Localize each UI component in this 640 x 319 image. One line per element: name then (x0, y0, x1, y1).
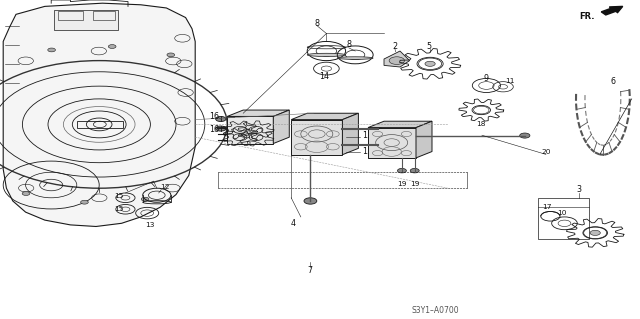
Text: 17: 17 (543, 204, 552, 210)
Text: 14: 14 (319, 72, 330, 81)
Text: 10: 10 (557, 210, 566, 216)
Text: 11: 11 (506, 78, 515, 84)
Text: 9: 9 (484, 74, 489, 83)
Polygon shape (368, 128, 416, 158)
Text: 8: 8 (346, 40, 351, 49)
Text: 7: 7 (307, 266, 312, 275)
Text: 3: 3 (577, 185, 582, 194)
Text: 18: 18 (477, 122, 486, 127)
Text: 4: 4 (291, 219, 296, 228)
Circle shape (373, 127, 382, 131)
Circle shape (167, 53, 175, 57)
Text: 16: 16 (209, 125, 220, 134)
Text: 2: 2 (392, 42, 397, 51)
Bar (77, 121, 123, 128)
Text: S3Y1–A0700: S3Y1–A0700 (412, 306, 459, 315)
Circle shape (216, 126, 226, 131)
Polygon shape (384, 51, 410, 67)
Text: 1: 1 (362, 147, 367, 156)
Polygon shape (368, 121, 432, 128)
Text: 19: 19 (410, 182, 419, 187)
Polygon shape (3, 3, 195, 226)
Text: 20: 20 (541, 149, 550, 155)
Text: 12: 12 (160, 184, 169, 190)
Polygon shape (227, 116, 273, 144)
Polygon shape (416, 121, 432, 158)
Circle shape (48, 48, 56, 52)
Polygon shape (342, 113, 358, 155)
Text: 16: 16 (209, 112, 220, 121)
Text: 8: 8 (314, 19, 319, 28)
Text: 15: 15 (114, 193, 123, 199)
Circle shape (389, 57, 404, 64)
Circle shape (425, 61, 435, 66)
Text: FR.: FR. (580, 12, 595, 21)
Bar (54, 10, 118, 30)
Ellipse shape (307, 53, 346, 56)
Ellipse shape (337, 57, 373, 59)
Circle shape (108, 45, 116, 48)
Text: 6: 6 (611, 77, 616, 86)
Circle shape (216, 116, 226, 122)
Polygon shape (291, 113, 358, 120)
Circle shape (22, 192, 30, 196)
Circle shape (81, 200, 88, 204)
FancyArrow shape (601, 6, 623, 15)
Polygon shape (227, 110, 289, 116)
Polygon shape (291, 120, 342, 155)
Circle shape (141, 197, 149, 201)
Circle shape (373, 143, 382, 147)
Text: 1: 1 (362, 131, 367, 140)
Text: 13: 13 (145, 222, 154, 228)
Circle shape (397, 168, 406, 173)
Bar (58, 11, 83, 20)
Polygon shape (273, 110, 289, 144)
Circle shape (410, 168, 419, 173)
Text: 19: 19 (397, 182, 406, 187)
Circle shape (590, 230, 600, 235)
Circle shape (304, 198, 317, 204)
Text: 5: 5 (426, 42, 431, 51)
Circle shape (520, 133, 530, 138)
Text: 15: 15 (114, 206, 123, 211)
Bar (93, 11, 115, 20)
